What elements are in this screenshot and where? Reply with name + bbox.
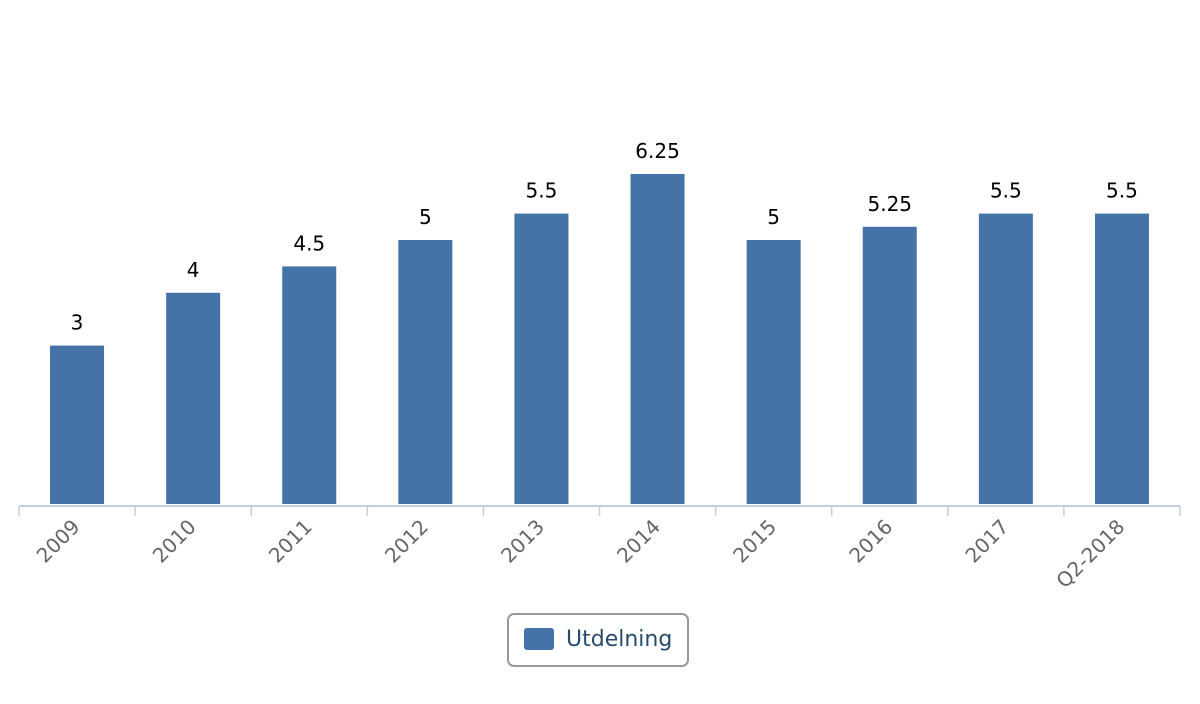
x-tick-label: 2012 [380, 515, 433, 568]
data-label: 5 [419, 205, 432, 229]
bar-2011 [282, 266, 337, 504]
bar-2013 [514, 213, 569, 504]
x-tick-label: 2017 [960, 515, 1013, 568]
x-tick-label: 2014 [612, 515, 665, 568]
x-tick-label: 2015 [728, 515, 781, 568]
legend-swatch-utdelning [524, 628, 554, 650]
x-tick-label: 2016 [844, 515, 897, 568]
data-label: 5.5 [990, 179, 1022, 203]
bar-q2-2018 [1094, 213, 1149, 504]
data-label: 3 [71, 311, 84, 335]
data-label: 5 [767, 205, 780, 229]
x-tick-label: 2011 [264, 515, 317, 568]
data-label: 6.25 [635, 139, 680, 163]
bar-2014 [630, 174, 685, 504]
bar-2009 [50, 345, 105, 504]
data-label: 4 [187, 258, 200, 282]
bar-2015 [746, 240, 801, 504]
data-label: 5.5 [526, 179, 558, 203]
bar-2012 [398, 240, 453, 504]
bar-2017 [978, 213, 1033, 504]
bar-2010 [166, 292, 221, 504]
bar-2016 [862, 226, 917, 505]
x-tick-label: Q2-2018 [1051, 515, 1129, 593]
data-label: 5.5 [1106, 179, 1138, 203]
legend-label-utdelning: Utdelning [566, 627, 673, 652]
x-tick-label: 2013 [496, 515, 549, 568]
legend[interactable]: Utdelning [507, 613, 689, 667]
x-tick-label: 2010 [148, 515, 201, 568]
data-label: 5.25 [867, 192, 912, 216]
x-tick-label: 2009 [32, 515, 85, 568]
data-label: 4.5 [293, 231, 325, 255]
